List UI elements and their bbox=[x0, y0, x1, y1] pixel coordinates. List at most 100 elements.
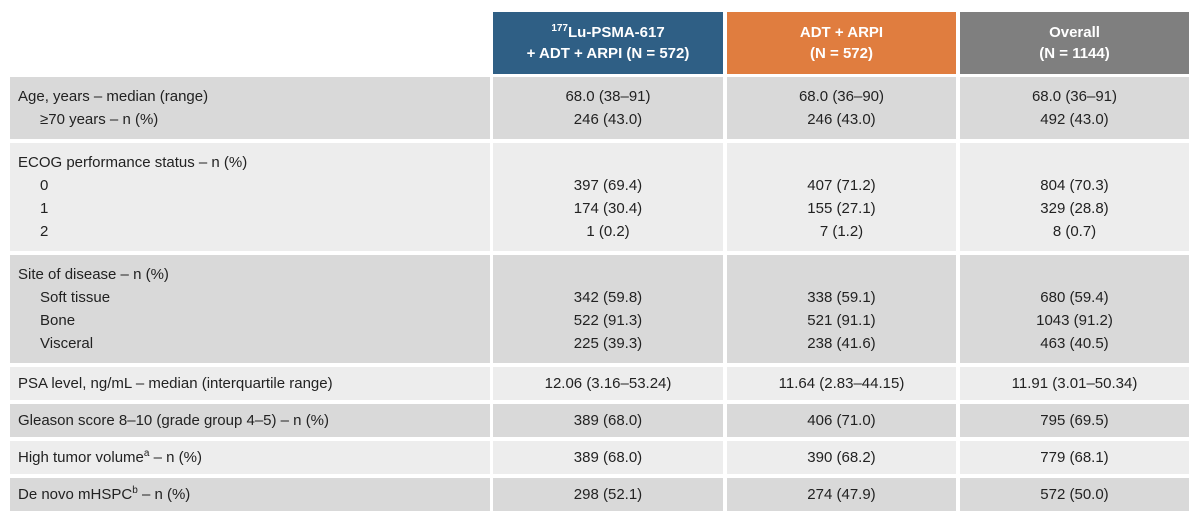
row-label: ECOG performance status – n (%) bbox=[18, 151, 247, 174]
row-label: PSA level, ng/mL – median (interquartile… bbox=[18, 372, 333, 395]
label-text: Visceral bbox=[40, 335, 94, 352]
label-cell: De novo mHSPCb – n (%) bbox=[10, 478, 490, 511]
row-label: ≥70 years – n (%) bbox=[40, 108, 158, 131]
header-line: 177Lu-PSMA-617 bbox=[493, 22, 723, 43]
header-line: (N = 572) bbox=[810, 45, 873, 62]
value-text: 68.0 (36–90) bbox=[798, 88, 885, 105]
label-text: ≥70 years – n (%) bbox=[40, 111, 159, 128]
label-text: PSA level, ng/mL – median (interquartile… bbox=[18, 375, 333, 392]
value-text: 174 (30.4) bbox=[573, 200, 643, 217]
value-cell: 407 (71.2) 155 (27.1) 7 (1.2) bbox=[727, 143, 956, 251]
value-text: 12.06 (3.16–53.24) bbox=[544, 375, 672, 392]
label-text: Age, years – median (range) bbox=[18, 88, 209, 105]
header-line: ADT + ARPI bbox=[727, 22, 956, 43]
label-text: – n (%) bbox=[149, 449, 202, 466]
value-text: 225 (39.3) bbox=[573, 335, 643, 352]
value-text: 238 (41.6) bbox=[807, 335, 876, 352]
value-cell: 68.0 (36–91) 492 (43.0) bbox=[960, 77, 1189, 139]
value-text: 492 (43.0) bbox=[1040, 111, 1109, 128]
row-label: Gleason score 8–10 (grade group 4–5) – n… bbox=[18, 409, 329, 432]
header-superscript: 177 bbox=[551, 23, 568, 34]
header-line: (N = 1144) bbox=[1039, 45, 1110, 62]
value-text: 329 (28.8) bbox=[1040, 200, 1109, 217]
value-text: 407 (71.2) bbox=[807, 177, 876, 194]
value-text: 338 (59.1) bbox=[807, 289, 876, 306]
label-text: Soft tissue bbox=[40, 289, 111, 306]
value-text: 406 (71.0) bbox=[807, 412, 876, 429]
label-text: De novo mHSPC bbox=[18, 486, 133, 503]
value-text: 522 (91.3) bbox=[573, 312, 643, 329]
row-label: High tumor volumea – n (%) bbox=[18, 446, 202, 469]
header-cell: ADT + ARPI (N = 572) bbox=[727, 12, 956, 74]
value-text: 390 (68.2) bbox=[807, 449, 876, 466]
header-line: + ADT + ARPI (N = 572) bbox=[526, 45, 690, 62]
label-text: 0 bbox=[40, 177, 49, 194]
value-cell: 274 (47.9) bbox=[727, 478, 956, 511]
row-label: Visceral bbox=[40, 332, 93, 355]
label-cell: Site of disease – n (%) Soft tissue Bone Vi… bbox=[10, 255, 490, 363]
label-cell: ECOG performance status – n (%) 0 1 2 bbox=[10, 143, 490, 251]
label-text: 2 bbox=[40, 223, 49, 240]
value-cell: 572 (50.0) bbox=[960, 478, 1189, 511]
value-cell: 397 (69.4) 174 (30.4) 1 (0.2) bbox=[493, 143, 723, 251]
row-label: Age, years – median (range) bbox=[18, 85, 208, 108]
value-text: 246 (43.0) bbox=[573, 111, 643, 128]
value-text: 8 (0.7) bbox=[1052, 223, 1097, 240]
value-cell: 406 (71.0) bbox=[727, 404, 956, 437]
value-text: 1 (0.2) bbox=[586, 223, 630, 240]
row-label: 1 bbox=[40, 197, 48, 220]
label-cell: Gleason score 8–10 (grade group 4–5) – n… bbox=[10, 404, 490, 437]
value-text: 680 (59.4) bbox=[1040, 289, 1109, 306]
value-cell: 298 (52.1) bbox=[493, 478, 723, 511]
value-cell: 68.0 (38–91) 246 (43.0) bbox=[493, 77, 723, 139]
value-text: 463 (40.5) bbox=[1040, 335, 1109, 352]
value-cell: 12.06 (3.16–53.24) bbox=[493, 367, 723, 400]
value-text: 389 (68.0) bbox=[573, 449, 643, 466]
header-line: Overall bbox=[960, 22, 1189, 43]
value-text: 521 (91.1) bbox=[807, 312, 876, 329]
value-text: 342 (59.8) bbox=[573, 289, 643, 306]
value-text: 68.0 (38–91) bbox=[565, 88, 651, 105]
value-text: 11.64 (2.83–44.15) bbox=[778, 375, 905, 392]
header-cell: Overall (N = 1144) bbox=[960, 12, 1189, 74]
label-cell: PSA level, ng/mL – median (interquartile… bbox=[10, 367, 490, 400]
header-cell: 177Lu-PSMA-617 + ADT + ARPI (N = 572) bbox=[493, 12, 723, 74]
value-text: 298 (52.1) bbox=[573, 486, 643, 503]
row-label: 0 bbox=[40, 174, 48, 197]
value-cell: 680 (59.4) 1043 (91.2) 463 (40.5) bbox=[960, 255, 1189, 363]
label-text: – n (%) bbox=[137, 486, 191, 503]
header-text: ADT + ARPI bbox=[799, 24, 884, 41]
value-cell: 389 (68.0) bbox=[493, 404, 723, 437]
label-superscript: a bbox=[143, 448, 150, 459]
label-text: Site of disease – n (%) bbox=[18, 266, 169, 283]
value-text: 7 (1.2) bbox=[819, 223, 864, 240]
label-text: ECOG performance status – n (%) bbox=[18, 154, 248, 171]
value-cell: 68.0 (36–90) 246 (43.0) bbox=[727, 77, 956, 139]
value-text: 11.91 (3.01–50.34) bbox=[1011, 375, 1138, 392]
value-text: 795 (69.5) bbox=[1040, 412, 1109, 429]
value-text: 155 (27.1) bbox=[807, 200, 876, 217]
header-text: Lu-PSMA-617 bbox=[568, 24, 665, 41]
value-text: 1043 (91.2) bbox=[1036, 312, 1113, 329]
value-cell: 342 (59.8) 522 (91.3) 225 (39.3) bbox=[493, 255, 723, 363]
value-cell: 779 (68.1) bbox=[960, 441, 1189, 474]
value-cell: 338 (59.1) 521 (91.1) 238 (41.6) bbox=[727, 255, 956, 363]
label-text: High tumor volume bbox=[18, 449, 144, 466]
row-label: Bone bbox=[40, 309, 75, 332]
value-cell: 804 (70.3) 329 (28.8) 8 (0.7) bbox=[960, 143, 1189, 251]
value-cell: 11.91 (3.01–50.34) bbox=[960, 367, 1189, 400]
value-cell: 389 (68.0) bbox=[493, 441, 723, 474]
value-text: 68.0 (36–91) bbox=[1031, 88, 1118, 105]
header-text: Overall bbox=[1049, 24, 1100, 41]
row-label: 2 bbox=[40, 220, 48, 243]
value-text: 246 (43.0) bbox=[807, 111, 876, 128]
value-text: 397 (69.4) bbox=[573, 177, 643, 194]
value-text: 572 (50.0) bbox=[1040, 486, 1109, 503]
value-cell: 390 (68.2) bbox=[727, 441, 956, 474]
value-text: 274 (47.9) bbox=[807, 486, 876, 503]
row-label: De novo mHSPCb – n (%) bbox=[18, 483, 190, 506]
label-cell: Age, years – median (range) ≥70 years – n… bbox=[10, 77, 490, 139]
row-label: Soft tissue bbox=[40, 286, 110, 309]
value-cell: 795 (69.5) bbox=[960, 404, 1189, 437]
